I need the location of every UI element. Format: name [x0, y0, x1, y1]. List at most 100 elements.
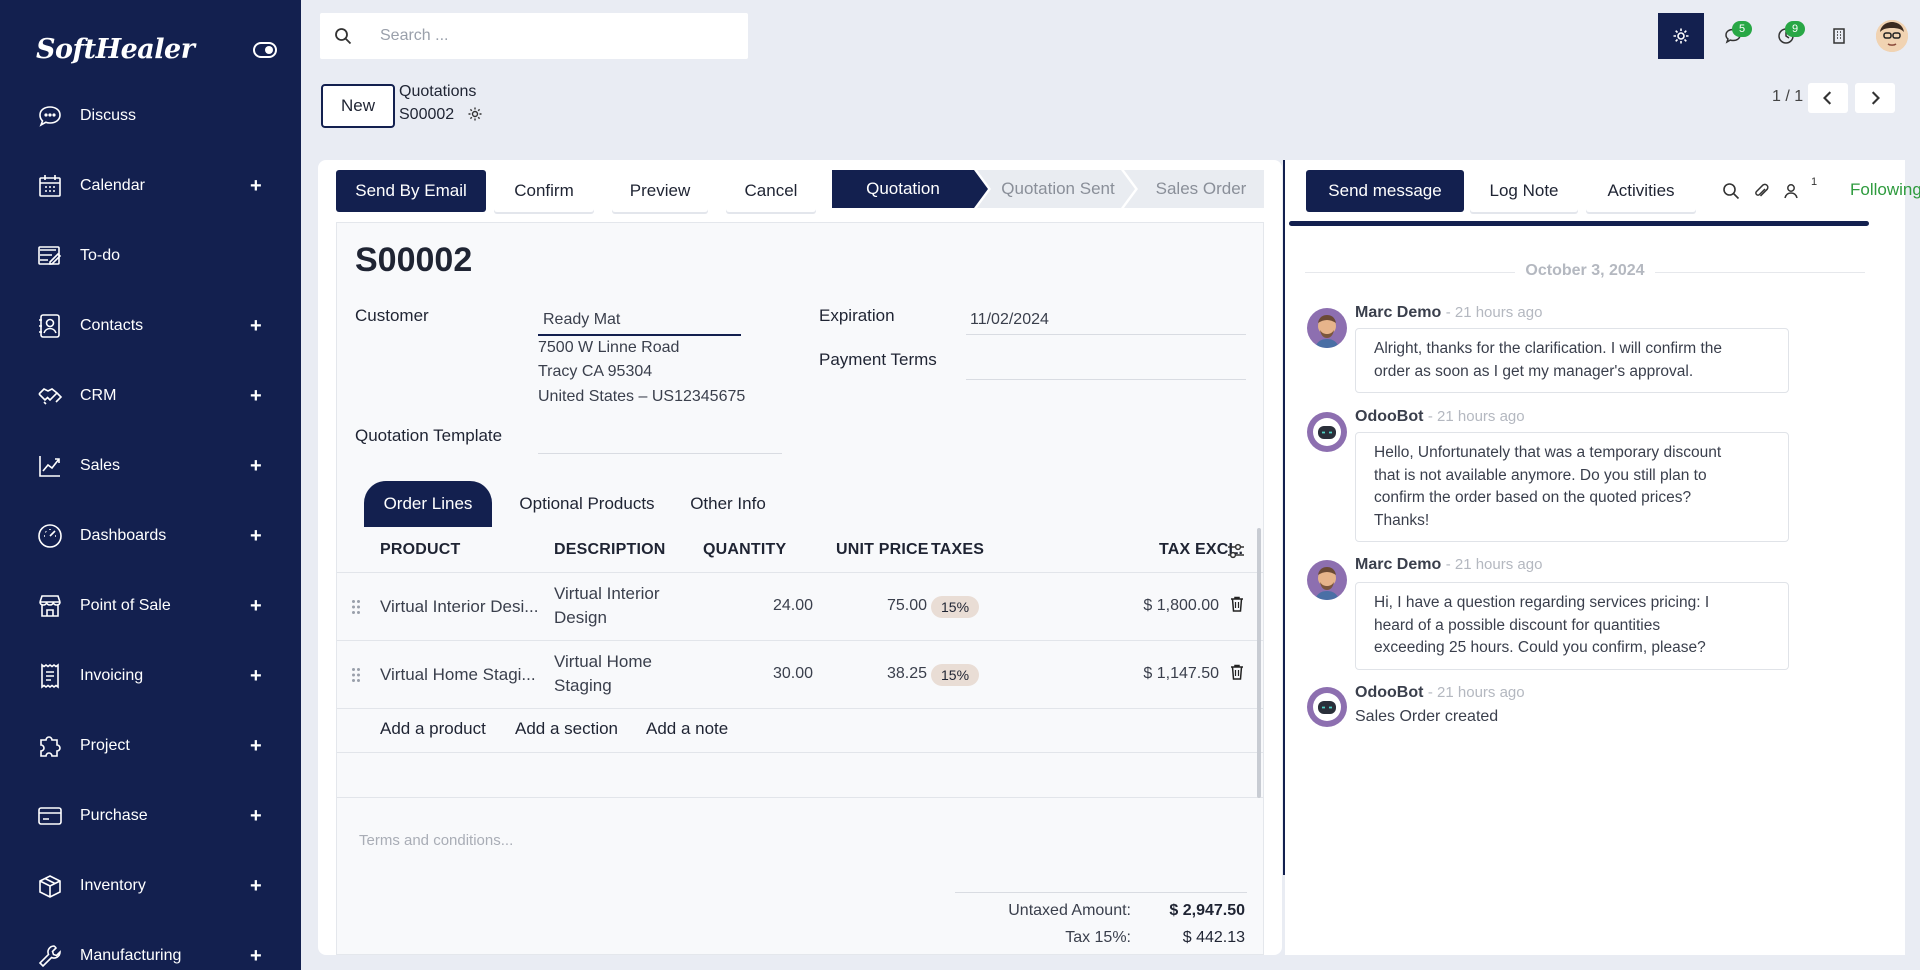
column-product[interactable]: PRODUCT: [380, 541, 461, 558]
sidebar-item-invoicing[interactable]: Invoicing +: [0, 650, 301, 702]
status-quotation-sent[interactable]: Quotation Sent: [1001, 179, 1115, 198]
add-icon[interactable]: +: [250, 664, 262, 687]
add-icon[interactable]: +: [250, 804, 262, 827]
product-cell[interactable]: Virtual Home Stagi...: [380, 665, 536, 684]
add-icon[interactable]: +: [250, 944, 262, 967]
add-icon[interactable]: +: [250, 594, 262, 617]
status-sales-order[interactable]: Sales Order: [1155, 179, 1247, 198]
sidebar-item-contacts[interactable]: Contacts +: [0, 300, 301, 352]
sidebar-item-dashboards[interactable]: Dashboards +: [0, 510, 301, 562]
add-icon[interactable]: +: [250, 454, 262, 477]
activities-button[interactable]: Activities: [1586, 170, 1696, 212]
cancel-button[interactable]: Cancel: [726, 170, 816, 212]
add-icon[interactable]: +: [250, 734, 262, 757]
sidebar-item-inventory[interactable]: Inventory +: [0, 860, 301, 912]
add-icon[interactable]: +: [250, 874, 262, 897]
add-icon[interactable]: +: [250, 524, 262, 547]
company-button[interactable]: [1816, 13, 1862, 59]
activities-button[interactable]: 9: [1763, 13, 1809, 59]
message-author[interactable]: Marc Demo - 21 hours ago: [1355, 304, 1543, 321]
table-scrollbar[interactable]: [1257, 528, 1261, 798]
column-unit-price[interactable]: UNIT PRICE: [836, 541, 929, 558]
message-line: exceeding 25 hours. Could you confirm, p…: [1374, 639, 1706, 656]
tax-badge[interactable]: 15%: [931, 664, 980, 686]
description-cell[interactable]: Design: [554, 608, 607, 627]
drag-handle-icon[interactable]: [351, 667, 361, 683]
avatar[interactable]: [1307, 560, 1347, 600]
following-button[interactable]: Following: [1850, 180, 1920, 199]
trash-icon[interactable]: [1230, 664, 1244, 680]
confirm-button[interactable]: Confirm: [494, 170, 594, 212]
customer-field[interactable]: Ready Mat: [543, 311, 621, 328]
avatar[interactable]: [1307, 687, 1347, 727]
search-input[interactable]: [380, 21, 730, 51]
table-row[interactable]: Virtual Home Stagi... Virtual Home Stagi…: [337, 640, 1263, 708]
description-cell[interactable]: Virtual Interior: [554, 584, 660, 603]
user-avatar[interactable]: [1876, 20, 1908, 52]
column-taxes[interactable]: TAXES: [931, 541, 985, 558]
add-icon[interactable]: +: [250, 174, 262, 197]
quantity-cell[interactable]: 24.00: [772, 597, 813, 614]
preview-button[interactable]: Preview: [612, 170, 708, 212]
unit-price-cell[interactable]: 38.25: [886, 665, 927, 682]
sidebar-item-discuss[interactable]: Discuss: [0, 90, 301, 142]
description-cell[interactable]: Staging: [554, 676, 612, 695]
messages-button[interactable]: 5: [1710, 13, 1756, 59]
totals-divider: [955, 892, 1247, 893]
column-description[interactable]: DESCRIPTION: [554, 541, 666, 558]
add-product-link[interactable]: Add a product: [380, 719, 486, 738]
send-message-button[interactable]: Send message: [1306, 170, 1464, 212]
paperclip-icon[interactable]: [1752, 182, 1770, 200]
log-note-button[interactable]: Log Note: [1470, 170, 1578, 212]
sidebar-toggle-icon[interactable]: [253, 42, 277, 58]
column-quantity[interactable]: QUANTITY: [703, 541, 787, 558]
add-icon[interactable]: +: [250, 384, 262, 407]
message-author[interactable]: OdooBot - 21 hours ago: [1355, 684, 1525, 701]
sidebar-item-manufacturing[interactable]: Manufacturing +: [0, 930, 301, 970]
avatar[interactable]: [1307, 308, 1347, 348]
breadcrumb-parent[interactable]: Quotations: [399, 83, 477, 100]
quantity-cell[interactable]: 30.00: [772, 665, 813, 682]
drag-handle-icon[interactable]: [351, 599, 361, 615]
add-section-link[interactable]: Add a section: [515, 719, 619, 738]
message-author[interactable]: Marc Demo - 21 hours ago: [1355, 556, 1543, 573]
next-button[interactable]: [1855, 83, 1895, 113]
breadcrumb-current: S00002: [399, 106, 455, 123]
sidebar-item-sales[interactable]: Sales +: [0, 440, 301, 492]
previous-button[interactable]: [1808, 83, 1848, 113]
description-cell[interactable]: Virtual Home: [554, 652, 652, 671]
optional-columns-icon[interactable]: [1227, 543, 1245, 559]
product-cell[interactable]: Virtual Interior Desi...: [380, 597, 539, 616]
avatar[interactable]: [1307, 412, 1347, 452]
payment-terms-field[interactable]: [966, 379, 1246, 380]
sidebar-item-calendar[interactable]: Calendar +: [0, 160, 301, 212]
brand-logo[interactable]: SoftHealer: [36, 34, 195, 65]
new-button[interactable]: New: [321, 84, 395, 128]
user-icon[interactable]: [1782, 182, 1800, 200]
status-quotation[interactable]: Quotation: [866, 179, 940, 198]
table-row[interactable]: Virtual Interior Desi... Virtual Interio…: [337, 572, 1263, 640]
sidebar-item-point-of-sale[interactable]: Point of Sale +: [0, 580, 301, 632]
sidebar-item-crm[interactable]: CRM +: [0, 370, 301, 422]
search-icon[interactable]: [1722, 182, 1740, 200]
expiration-field[interactable]: 11/02/2024: [970, 311, 1049, 328]
message-author[interactable]: OdooBot - 21 hours ago: [1355, 408, 1525, 425]
trash-icon[interactable]: [1230, 596, 1244, 612]
sidebar-item-project[interactable]: Project +: [0, 720, 301, 772]
add-icon[interactable]: +: [250, 314, 262, 337]
pager-value[interactable]: 1 / 1: [1772, 88, 1804, 105]
terms-field[interactable]: Terms and conditions...: [359, 832, 514, 849]
sidebar-item-todo[interactable]: To-do: [0, 230, 301, 282]
tab-order-lines[interactable]: Order Lines: [364, 481, 492, 527]
unit-price-cell[interactable]: 75.00: [886, 597, 927, 614]
settings-button[interactable]: [1658, 13, 1704, 59]
gear-icon[interactable]: [467, 106, 483, 122]
tab-optional-products[interactable]: Optional Products: [519, 494, 655, 513]
send-by-email-button[interactable]: Send By Email: [336, 170, 486, 212]
quotation-template-field[interactable]: [538, 453, 782, 454]
column-tax-excl[interactable]: TAX EXCL.: [1159, 541, 1244, 558]
sidebar-item-purchase[interactable]: Purchase +: [0, 790, 301, 842]
tax-badge[interactable]: 15%: [931, 596, 980, 618]
tab-other-info[interactable]: Other Info: [690, 494, 766, 513]
add-note-link[interactable]: Add a note: [646, 719, 729, 738]
